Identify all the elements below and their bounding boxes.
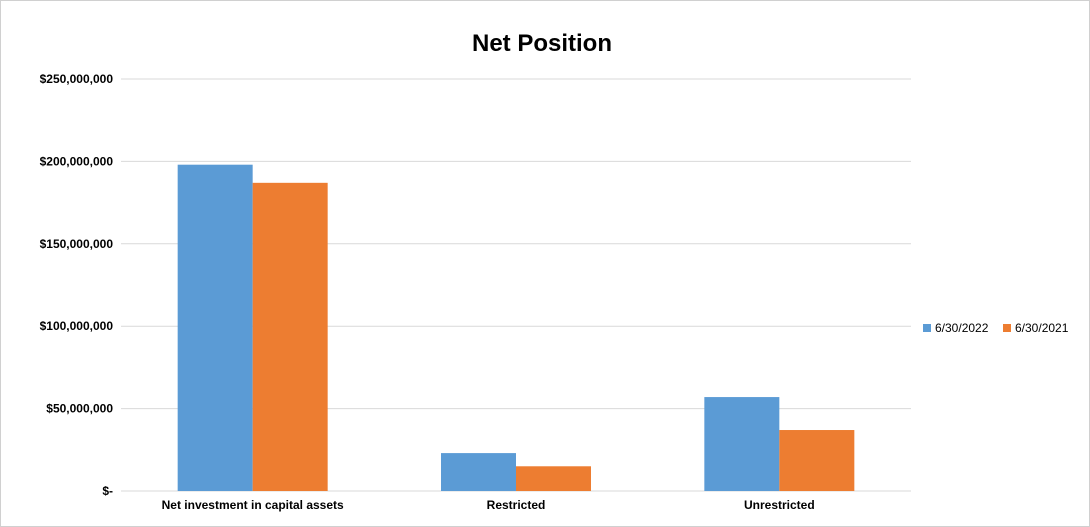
legend-swatch [923, 324, 931, 332]
y-tick-label: $50,000,000 [46, 402, 113, 416]
bar-series-1 [704, 397, 780, 491]
legend: 6/30/2022 6/30/2021 [923, 321, 1069, 335]
x-axis-tick-labels: Net investment in capital assets Restrict… [162, 498, 815, 512]
legend-label: 6/30/2022 [935, 321, 989, 335]
y-tick-label: $200,000,000 [40, 154, 114, 168]
bars [177, 164, 855, 492]
y-tick-label: $- [102, 484, 113, 498]
bar-series-1 [441, 453, 516, 491]
chart-title: Net Position [472, 30, 612, 57]
bar-series-2 [779, 430, 855, 491]
x-tick-label: Net investment in capital assets [162, 498, 344, 512]
bar-series-2 [252, 182, 328, 491]
legend-label: 6/30/2021 [1015, 321, 1069, 335]
legend-swatch [1003, 324, 1011, 332]
y-axis-tick-labels: $- $50,000,000 $100,000,000 $150,000,000 $20… [40, 72, 114, 498]
y-tick-label: $100,000,000 [40, 319, 114, 333]
x-tick-label: Unrestricted [744, 498, 815, 512]
x-tick-label: Restricted [487, 498, 546, 512]
y-tick-label: $250,000,000 [40, 72, 114, 86]
bar-series-1 [177, 164, 253, 492]
y-tick-label: $150,000,000 [40, 237, 114, 251]
bar-series-2 [516, 466, 591, 491]
